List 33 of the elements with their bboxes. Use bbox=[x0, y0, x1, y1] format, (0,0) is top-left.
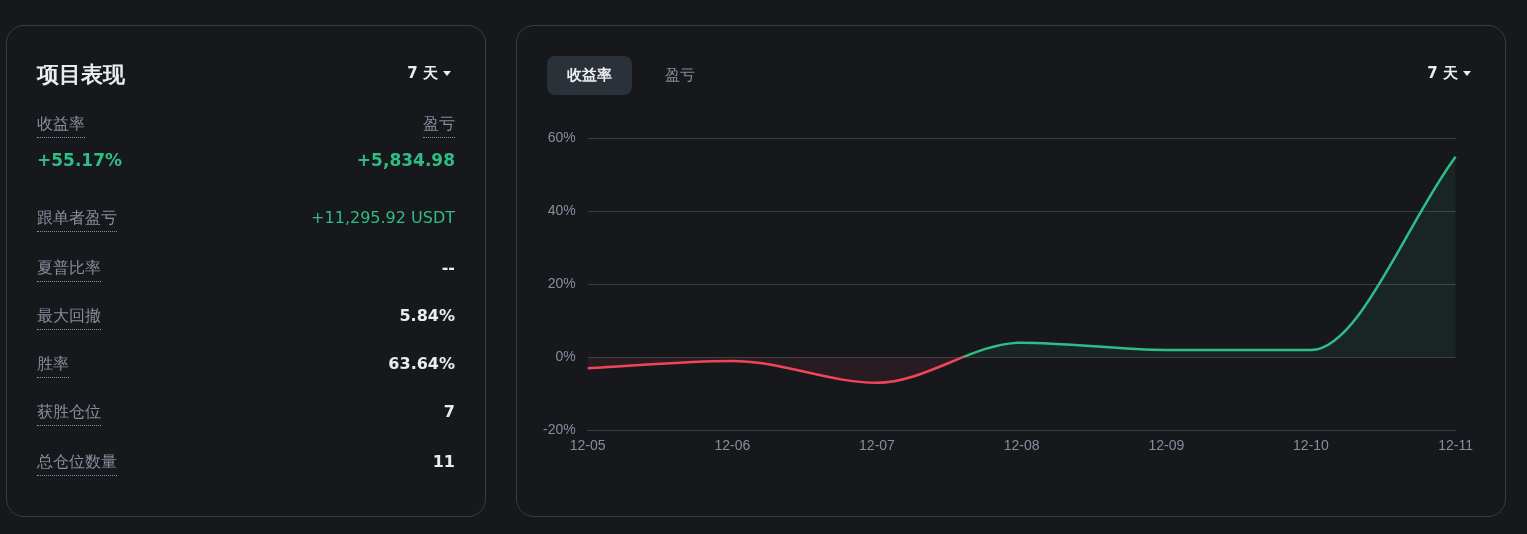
x-tick-label: 12-07 bbox=[859, 437, 896, 454]
text: 盈亏 bbox=[423, 114, 455, 138]
chart-subtitle: 7 天 bbox=[1427, 64, 1458, 83]
text: 7 bbox=[443, 402, 455, 423]
x-tick-label: 12-06 bbox=[714, 437, 751, 454]
text: 11 bbox=[432, 452, 455, 473]
text: 最大回撤 bbox=[37, 306, 101, 330]
text: +55.17% bbox=[37, 150, 123, 170]
x-tick-label: 12-11 bbox=[1438, 437, 1474, 454]
x-tick-label: 12-05 bbox=[569, 437, 606, 454]
text: 跟单者盈亏 bbox=[37, 208, 117, 232]
text: +11,295.92 USDT bbox=[311, 208, 455, 229]
text: 胜率 bbox=[37, 354, 69, 378]
text: 盈亏 bbox=[664, 65, 696, 86]
y-tick-label: 60% bbox=[547, 129, 576, 146]
text: 收益率 bbox=[37, 114, 85, 138]
text: -- bbox=[441, 258, 455, 279]
text: +5,834.98 bbox=[356, 150, 455, 170]
y-tick-label: -20% bbox=[543, 421, 576, 438]
text: 63.64% bbox=[388, 354, 455, 375]
text: 收益率 bbox=[547, 56, 632, 95]
x-tick-label: 12-08 bbox=[1003, 437, 1040, 454]
text: 总仓位数量 bbox=[37, 452, 117, 476]
y-tick-label: 20% bbox=[547, 275, 576, 292]
y-tick-label: 40% bbox=[547, 202, 576, 219]
text: 项目表现 bbox=[37, 61, 125, 89]
text: 夏普比率 bbox=[37, 258, 101, 282]
x-tick-label: 12-10 bbox=[1293, 437, 1330, 454]
text: 5.84% bbox=[399, 306, 455, 327]
y-tick-label: 0% bbox=[555, 348, 576, 365]
text: 7 天 bbox=[407, 64, 438, 83]
text: 获胜仓位 bbox=[37, 402, 101, 426]
x-tick-label: 12-09 bbox=[1148, 437, 1185, 454]
